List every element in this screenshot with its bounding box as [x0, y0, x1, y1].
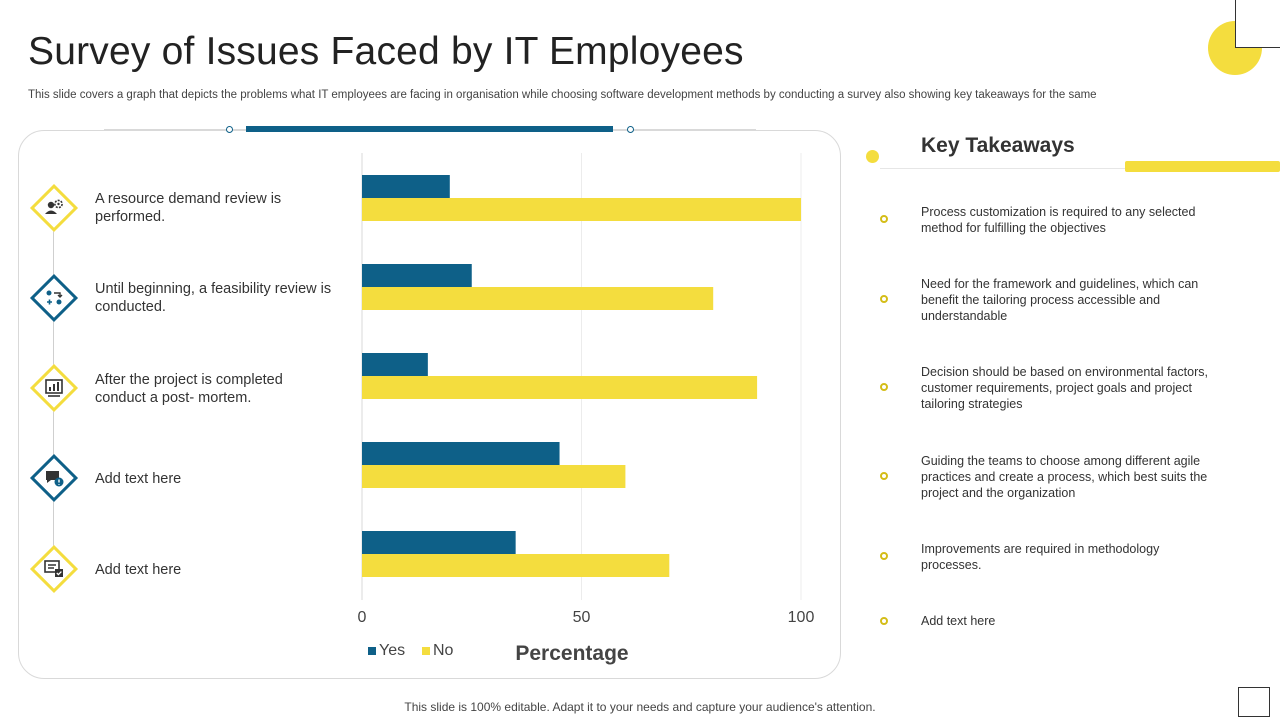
takeaway-bullet: [880, 552, 888, 560]
takeaways-dot: [866, 150, 879, 163]
post-mortem-chart-icon: [45, 379, 63, 397]
takeaway-bullet: [880, 215, 888, 223]
takeaway-item-2: Need for the framework and guidelines, w…: [921, 277, 1199, 323]
takeaways-underline: [880, 168, 1140, 169]
bar-no-5: [362, 554, 670, 577]
panel-top-bar: [246, 126, 613, 132]
feasibility-review-icon: [46, 290, 63, 305]
item-3-label: After the project is completed conduct a…: [95, 372, 283, 406]
takeaway-bullet: [880, 295, 888, 303]
x-tick-label: 100: [788, 609, 815, 626]
item-5-label: Add text here: [95, 562, 182, 578]
takeaway-item-6: Add text here: [921, 614, 996, 628]
takeaway-bullet: [880, 383, 888, 391]
item-2-label: Until beginning, a feasibility review is…: [95, 281, 332, 315]
takeaway-item-3: Decision should be based on environmenta…: [921, 365, 1208, 411]
panel-dot-left: [226, 126, 233, 133]
takeaway-bullet: [880, 617, 888, 625]
panel-dot-right: [627, 126, 634, 133]
bar-yes-2: [362, 264, 472, 287]
legend-label-no: No: [433, 642, 454, 659]
item-1-label: A resource demand review is performed.: [95, 191, 282, 225]
legend-label-yes: Yes: [379, 642, 405, 659]
bar-no-1: [362, 198, 801, 221]
x-axis-title: Percentage: [515, 642, 628, 665]
resource-review-icon: [45, 199, 63, 214]
takeaways-accent-bar: [1125, 161, 1280, 172]
takeaway-item-5: Improvements are required in methodology…: [921, 542, 1160, 572]
chat-alert-icon: [46, 471, 64, 487]
bar-no-4: [362, 465, 626, 488]
bar-yes-3: [362, 353, 428, 376]
bar-no-3: [362, 376, 758, 399]
bar-yes-4: [362, 442, 560, 465]
takeaways-title: Key Takeaways: [921, 134, 1075, 157]
x-tick-label: 0: [358, 609, 367, 626]
page-subtitle: This slide covers a graph that depicts t…: [28, 89, 1097, 101]
page-title: Survey of Issues Faced by IT Employees: [28, 30, 744, 73]
legend-swatch-no: [422, 647, 430, 655]
bar-no-2: [362, 287, 714, 310]
legend-swatch-yes: [368, 647, 376, 655]
bar-yes-1: [362, 175, 450, 198]
decorative-square-bottom: [1238, 687, 1270, 717]
monitor-checklist-icon: [44, 560, 63, 577]
bar-yes-5: [362, 531, 516, 554]
decorative-square: [1235, 0, 1280, 48]
item-4-label: Add text here: [95, 471, 182, 487]
takeaway-item-1: Process customization is required to any…: [921, 205, 1196, 235]
footer-note: This slide is 100% editable. Adapt it to…: [404, 700, 876, 714]
takeaway-bullet: [880, 472, 888, 480]
x-tick-label: 50: [573, 609, 591, 626]
takeaway-item-4: Guiding the teams to choose among differ…: [921, 454, 1208, 500]
